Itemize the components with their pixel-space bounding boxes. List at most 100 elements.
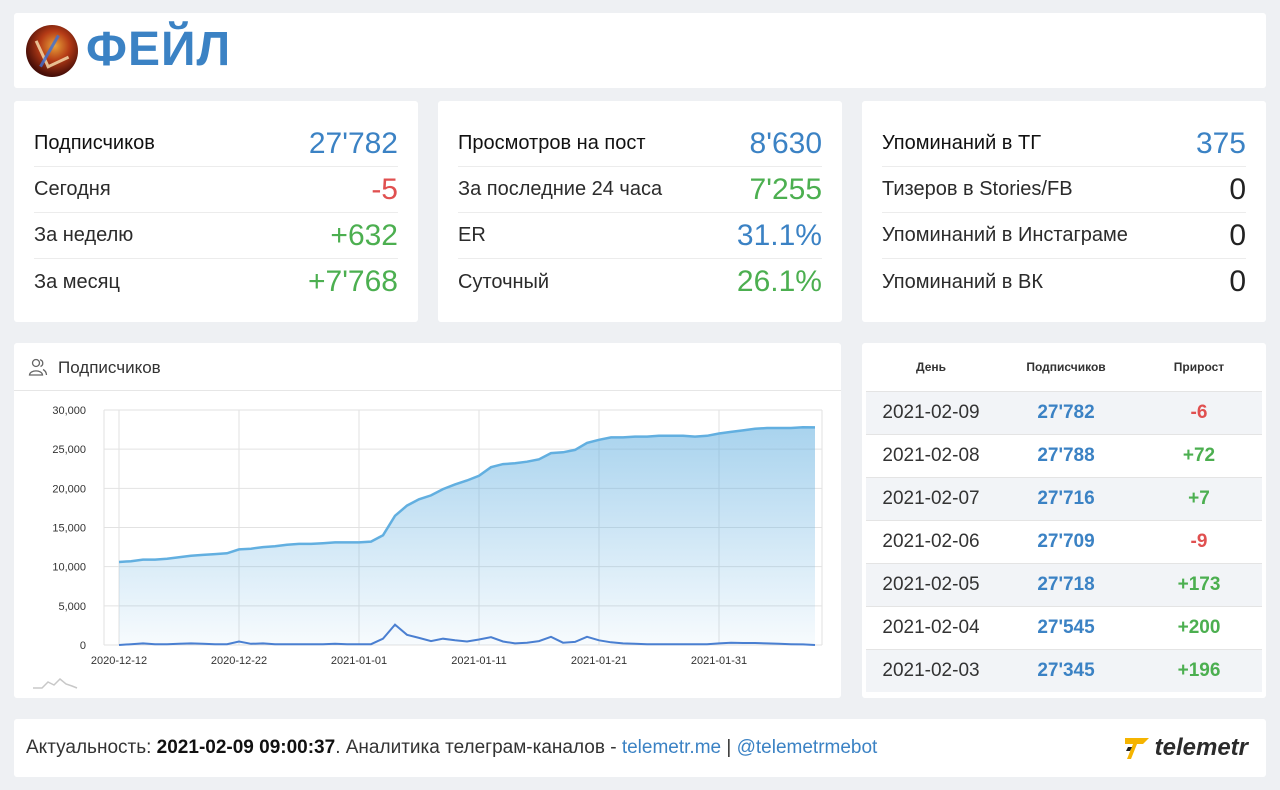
views-stats-card: Просмотров на пост 8'630 За последние 24… <box>438 101 842 322</box>
y-tick-label: 25,000 <box>52 444 86 456</box>
footer-description: . Аналитика телеграм-каналов - <box>335 737 622 758</box>
stat-value: 26.1% <box>736 265 822 298</box>
telemetr-logo[interactable]: telemetr <box>1123 733 1248 763</box>
stat-value: 31.1% <box>736 218 822 252</box>
row-subscribers: 27'782 <box>1037 402 1095 423</box>
subscribers-stats-card: Подписчиков 27'782 Сегодня -5 За неделю … <box>14 101 418 322</box>
table-row: 2021-02-04 27'545 +200 <box>866 606 1262 649</box>
stat-value: 0 <box>1229 172 1246 206</box>
row-subscribers: 27'345 <box>1037 660 1095 681</box>
stat-row-month: За месяц +7'768 <box>34 259 398 305</box>
subscribers-chart[interactable]: 30,000 25,000 20,000 15,000 10,000 5,000 0 2020… <box>14 391 841 676</box>
daily-growth-line[interactable] <box>118 623 816 646</box>
stat-label: За последние 24 часа <box>458 178 663 200</box>
table-header: День Подписчиков Прирост <box>866 343 1262 391</box>
row-subscribers: 27'788 <box>1037 445 1095 466</box>
telemetr-site-link[interactable]: telemetr.me <box>621 737 722 758</box>
channel-header: ФЕЙЛ <box>14 13 1266 88</box>
stat-label: ER <box>458 224 486 246</box>
x-tick-label: 2021-01-11 <box>451 655 506 667</box>
stat-label: Тизеров в Stories/FB <box>882 178 1073 200</box>
stat-row-vk-mentions: Упоминаний в ВК 0 <box>882 259 1246 305</box>
stat-value: +7'768 <box>308 265 398 298</box>
footer: Актуальность: 2021-02-09 09:00:37. Анали… <box>14 719 1266 777</box>
x-tick-label: 2020-12-22 <box>211 655 267 667</box>
stat-row-tg-mentions: Упоминаний в ТГ 375 <box>882 121 1246 167</box>
row-growth: +7 <box>1188 488 1210 509</box>
x-tick-label: 2021-01-01 <box>331 655 387 667</box>
stat-value: -5 <box>371 172 398 206</box>
row-date: 2021-02-07 <box>882 488 980 509</box>
stat-label: Упоминаний в ВК <box>882 270 1043 293</box>
table-row: 2021-02-03 27'345 +196 <box>866 649 1262 692</box>
daily-subscribers-table: День Подписчиков Прирост 2021-02-09 27'78… <box>862 343 1266 698</box>
table-row: 2021-02-05 27'718 +173 <box>866 563 1262 606</box>
row-growth: +173 <box>1177 574 1221 595</box>
stat-label: Сегодня <box>34 178 111 200</box>
stat-row-views-24h: За последние 24 часа 7'255 <box>458 167 822 213</box>
stat-label: Просмотров на пост <box>458 132 646 154</box>
stat-label: Упоминаний в ТГ <box>882 132 1042 154</box>
stat-label: За месяц <box>34 270 120 293</box>
row-growth: -9 <box>1190 531 1208 552</box>
column-header-day[interactable]: День <box>916 360 946 374</box>
footer-prefix: Актуальность: <box>26 737 157 758</box>
stat-label: Подписчиков <box>34 132 155 154</box>
subscribers-area <box>119 427 815 645</box>
actuality-timestamp: 2021-02-09 09:00:37 <box>156 737 336 758</box>
table-row: 2021-02-08 27'788 +72 <box>866 434 1262 477</box>
stat-label: За неделю <box>34 224 134 246</box>
row-subscribers: 27'716 <box>1037 488 1095 509</box>
table-row: 2021-02-09 27'782 -6 <box>866 391 1262 434</box>
subscribers-line[interactable] <box>118 426 816 564</box>
y-tick-label: 20,000 <box>52 483 86 495</box>
row-date: 2021-02-09 <box>882 402 980 423</box>
chart-range-brush[interactable] <box>32 676 78 690</box>
row-growth: +72 <box>1182 445 1216 466</box>
telemetr-bot-link[interactable]: @telemetrmebot <box>736 737 878 758</box>
x-tick-label: 2021-01-31 <box>691 655 747 667</box>
row-subscribers: 27'709 <box>1037 531 1095 552</box>
mentions-stats-card: Упоминаний в ТГ 375 Тизеров в Stories/FB… <box>862 101 1266 322</box>
stat-value: 7'255 <box>749 172 822 206</box>
stat-row-instagram-mentions: Упоминаний в Инстаграме 0 <box>882 213 1246 259</box>
users-icon <box>28 358 48 376</box>
stat-row-stories-teasers: Тизеров в Stories/FB 0 <box>882 167 1246 213</box>
stat-row-today: Сегодня -5 <box>34 167 398 213</box>
stat-row-er: ER 31.1% <box>458 213 822 259</box>
x-tick-label: 2020-12-12 <box>91 655 147 667</box>
stat-row-total-subscribers: Подписчиков 27'782 <box>34 121 398 167</box>
row-growth: +200 <box>1177 617 1221 638</box>
stat-value: 0 <box>1229 218 1246 252</box>
subscribers-chart-card: Подписчиков 30,000 25,000 20,000 15,000 10,0… <box>14 343 841 698</box>
channel-avatar[interactable] <box>26 25 78 77</box>
column-header-subscribers[interactable]: Подписчиков <box>1026 360 1106 374</box>
chart-header: Подписчиков <box>14 343 841 391</box>
stat-row-daily-er: Суточный 26.1% <box>458 259 822 305</box>
stat-value: 0 <box>1229 265 1246 298</box>
y-tick-label: 30,000 <box>52 405 86 417</box>
y-tick-label: 10,000 <box>52 562 86 574</box>
stat-value: 375 <box>1195 126 1246 160</box>
channel-title[interactable]: ФЕЙЛ <box>86 23 232 76</box>
row-date: 2021-02-04 <box>882 617 980 638</box>
row-date: 2021-02-03 <box>882 660 980 681</box>
row-subscribers: 27'718 <box>1037 574 1095 595</box>
x-tick-label: 2021-01-21 <box>571 655 627 667</box>
row-date: 2021-02-08 <box>882 445 980 466</box>
row-subscribers: 27'545 <box>1037 617 1095 638</box>
row-growth: +196 <box>1177 660 1221 681</box>
table-row: 2021-02-06 27'709 -9 <box>866 520 1262 563</box>
stat-value: +632 <box>330 218 398 252</box>
telemetr-logo-icon <box>1124 738 1149 759</box>
y-tick-label: 5,000 <box>58 601 86 613</box>
stat-row-views-per-post: Просмотров на пост 8'630 <box>458 121 822 167</box>
y-tick-label: 0 <box>80 640 86 652</box>
stat-value: 27'782 <box>308 126 398 160</box>
stat-label: Суточный <box>458 270 550 293</box>
footer-separator: | <box>721 737 737 758</box>
row-date: 2021-02-06 <box>882 531 980 552</box>
column-header-growth[interactable]: Прирост <box>1173 360 1225 374</box>
stat-value: 8'630 <box>749 126 822 160</box>
chart-title: Подписчиков <box>58 358 161 377</box>
